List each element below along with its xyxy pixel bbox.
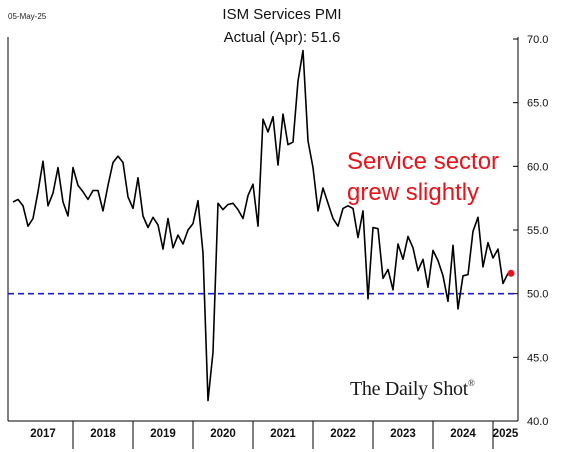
pmi-series-line — [12, 49, 509, 402]
y-tick-label: 65.0 — [527, 98, 548, 110]
y-tick-label: 40.0 — [527, 416, 548, 428]
x-tick-label: 2024 — [450, 428, 476, 440]
registered-mark: ® — [468, 378, 475, 388]
x-tick-label: 2020 — [210, 428, 236, 440]
x-tick-label: 2019 — [150, 428, 176, 440]
chart-title: ISM Services PMI — [222, 6, 342, 23]
annotation-line-1: Service sector — [347, 148, 500, 175]
brand-name: The Daily Shot — [350, 378, 469, 400]
y-tick-label: 70.0 — [527, 34, 548, 46]
publication-date: 05-May-25 — [8, 12, 47, 21]
y-tick-label: 45.0 — [527, 352, 548, 364]
x-tick-label: 2023 — [390, 428, 416, 440]
y-tick-label: 50.0 — [527, 289, 548, 301]
x-tick-label: 2022 — [330, 428, 356, 440]
brand-logo: The Daily Shot® — [350, 378, 475, 401]
chart-subtitle: Actual (Apr): 51.6 — [223, 29, 341, 46]
x-tick-label: 2021 — [270, 428, 296, 440]
x-tick-label: 2025 — [493, 428, 519, 440]
y-tick-label: 55.0 — [527, 225, 548, 237]
annotation-line-2: grew slightly — [347, 179, 480, 206]
latest-point-marker — [507, 269, 515, 277]
y-tick-label: 60.0 — [527, 161, 548, 173]
x-tick-label: 2018 — [90, 428, 116, 440]
x-tick-label: 2017 — [30, 428, 56, 440]
